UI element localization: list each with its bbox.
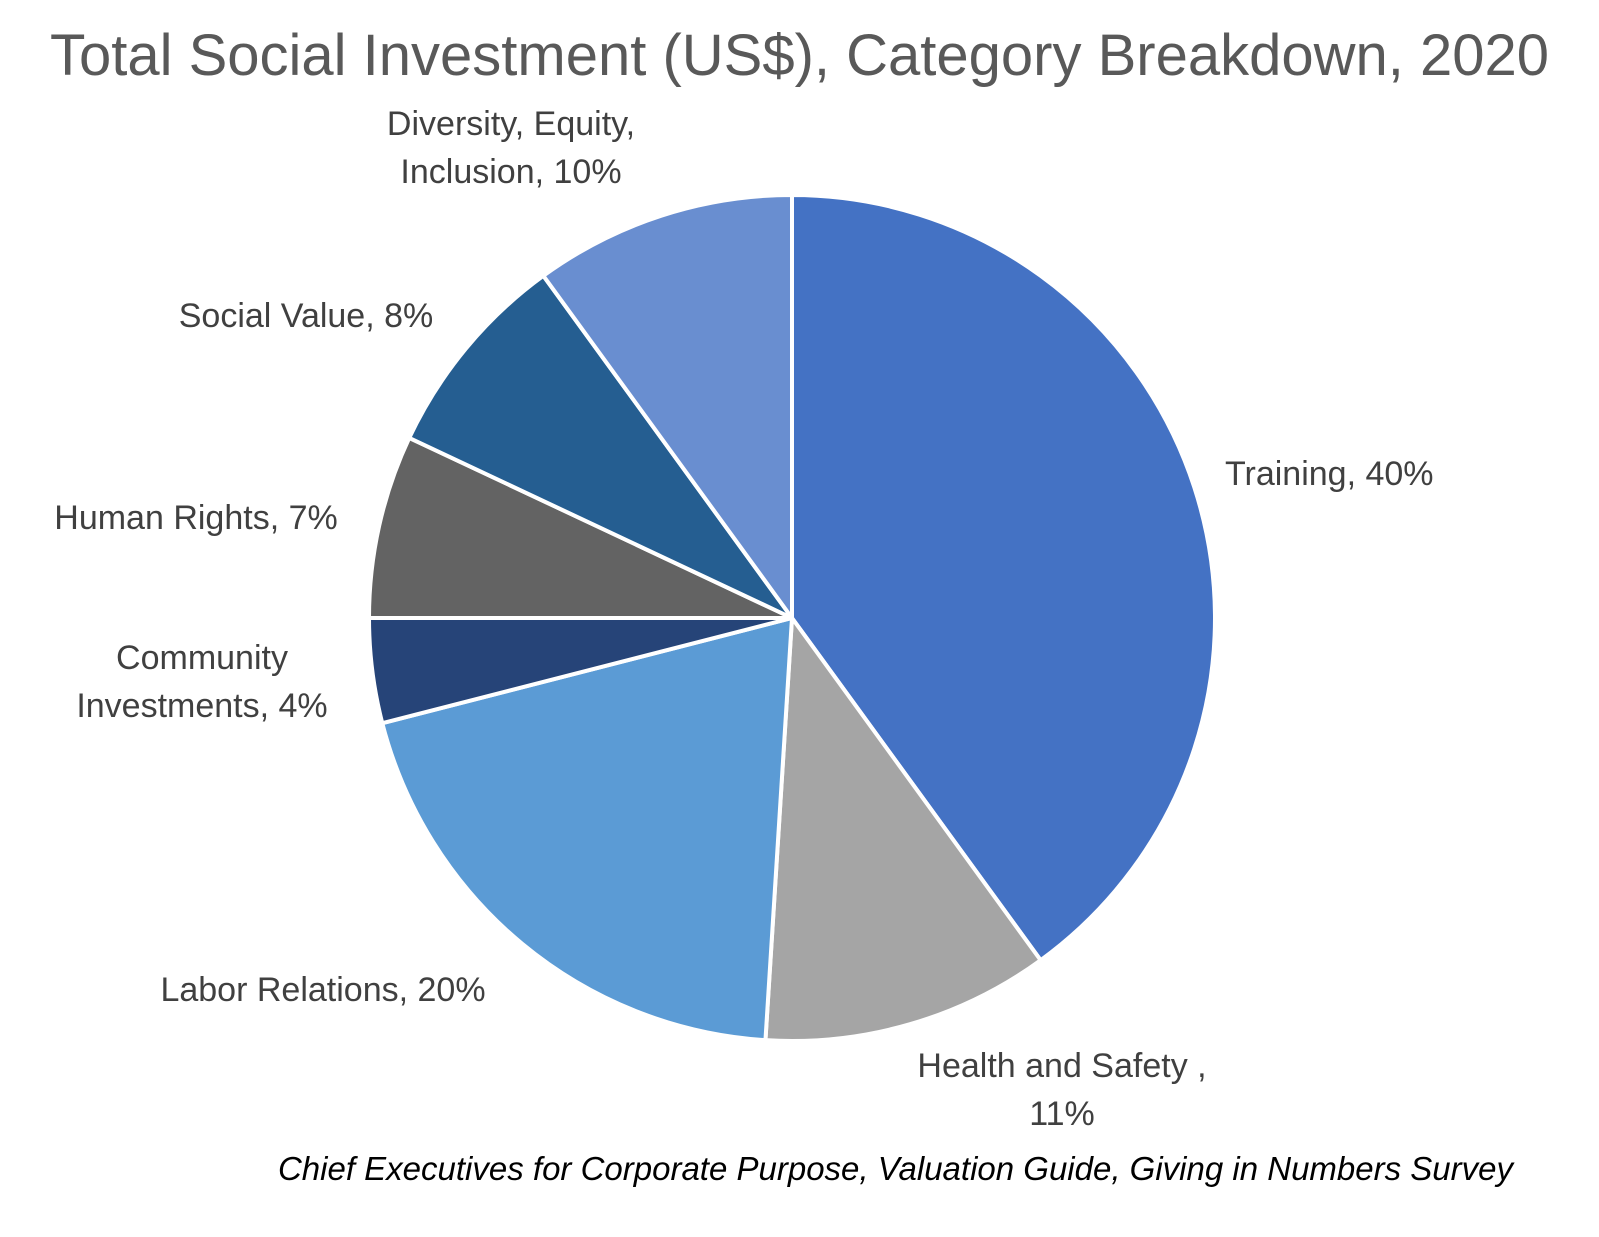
data-label-line: Community bbox=[116, 639, 288, 677]
data-label-line: Diversity, Equity, bbox=[386, 105, 636, 143]
data-label-line: 11% bbox=[1029, 1095, 1095, 1133]
data-label-line: Labor Relations, 20% bbox=[160, 971, 486, 1009]
data-label-line: Social Value, 8% bbox=[178, 297, 434, 335]
data-label-line: Inclusion, 10% bbox=[400, 153, 622, 191]
pie-slice-diversity-equity-inclusion bbox=[541, 193, 794, 620]
data-label-diversity-equity-inclusion: Diversity, Equity, Inclusion, 10% bbox=[387, 100, 635, 196]
data-label-health-and-safety: Health and Safety , 11% bbox=[917, 1042, 1206, 1138]
pie-slice-training bbox=[790, 193, 1217, 963]
data-label-line: Training, 40% bbox=[1225, 455, 1434, 493]
data-label-line: Human Rights, 7% bbox=[54, 499, 338, 537]
chart-title: Total Social Investment (US$), Category … bbox=[49, 23, 1550, 88]
data-label-community-investments: Community Investments, 4% bbox=[76, 634, 327, 730]
data-label-training: Training, 40% bbox=[1225, 450, 1434, 498]
data-label-labor-relations: Labor Relations, 20% bbox=[160, 966, 485, 1014]
pie-slice-labor-relations bbox=[380, 616, 794, 1043]
pie-slice-human-rights bbox=[367, 435, 794, 620]
pie-slice-social-value bbox=[407, 273, 794, 620]
pie-slice-health-and-safety bbox=[763, 616, 1043, 1043]
data-label-social-value: Social Value, 8% bbox=[179, 292, 434, 340]
data-label-line: Health and Safety , bbox=[917, 1047, 1207, 1085]
source-note: Chief Executives for Corporate Purpose, … bbox=[277, 1150, 1513, 1187]
data-label-human-rights: Human Rights, 7% bbox=[54, 494, 337, 542]
data-label-line: Investments, 4% bbox=[76, 687, 328, 725]
